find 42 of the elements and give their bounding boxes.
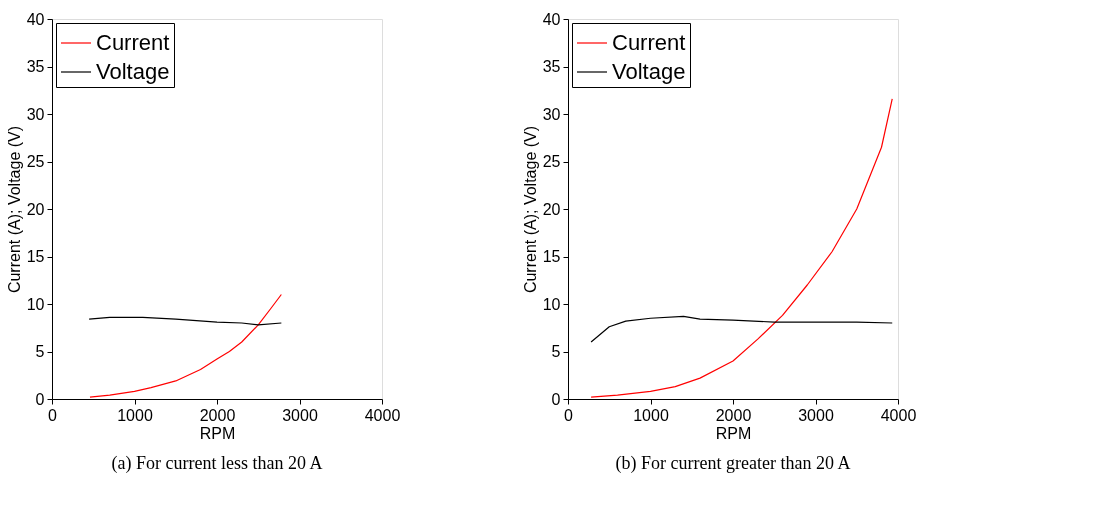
line-series [590, 315, 893, 343]
y-tick-label: 40 [542, 10, 561, 28]
x-tick-label: 1000 [633, 406, 669, 424]
x-tick-label: 4000 [364, 406, 401, 424]
line-series [89, 293, 282, 398]
line-series [590, 98, 893, 398]
x-tick-label: 4000 [880, 406, 917, 424]
x-tick-label: 3000 [798, 406, 834, 424]
y-tick-label: 20 [542, 200, 561, 218]
y-tick-label: 35 [542, 58, 561, 75]
x-axis-title: RPM [199, 424, 236, 442]
x-tick-label: 3000 [282, 406, 318, 424]
x-axis-title: RPM [715, 424, 752, 442]
y-tick-label: 5 [551, 343, 561, 360]
y-tick-label: 0 [35, 390, 45, 408]
x-tick-label: 1000 [117, 406, 153, 424]
legend-label: Voltage [612, 59, 686, 84]
legend-label: Voltage [96, 59, 170, 84]
x-tick-label: 0 [564, 406, 574, 424]
legend-label: Current [96, 30, 170, 55]
legend-label: Current [612, 30, 686, 55]
text: (b) For current greater than 20 A [615, 453, 851, 474]
y-tick-label: 35 [26, 58, 45, 75]
x-tick-label: 0 [48, 406, 58, 424]
y-tick-label: 30 [26, 105, 45, 123]
line-series [88, 316, 282, 326]
text: (a) For current less than 20 A [111, 453, 323, 474]
y-tick-label: 20 [26, 200, 45, 218]
y-tick-label: 40 [26, 10, 45, 28]
y-axis-title: Current (A); Voltage (V) [521, 125, 539, 294]
y-tick-label: 25 [542, 153, 561, 170]
x-tick-label: 2000 [199, 406, 236, 424]
y-tick-label: 25 [26, 153, 45, 170]
y-tick-label: 10 [26, 295, 45, 313]
y-tick-label: 30 [542, 105, 561, 123]
y-tick-label: 5 [35, 343, 45, 360]
x-tick-label: 2000 [715, 406, 752, 424]
y-tick-label: 15 [542, 248, 561, 265]
y-tick-label: 0 [551, 390, 561, 408]
y-tick-label: 10 [542, 295, 561, 313]
y-axis-title: Current (A); Voltage (V) [5, 125, 23, 294]
y-tick-label: 15 [26, 248, 45, 265]
